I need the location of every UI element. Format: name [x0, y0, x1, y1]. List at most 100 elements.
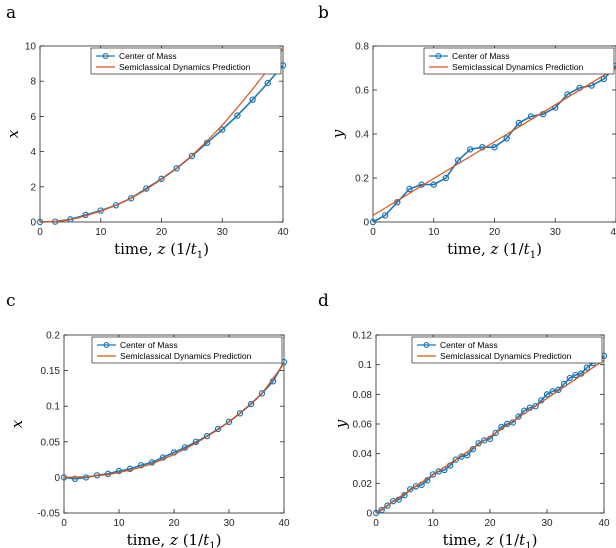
x-tick-label-c: 30: [223, 518, 235, 529]
data-point-c: [247, 400, 255, 408]
data-point-d: [384, 502, 391, 509]
x-tick-label-c: 40: [278, 518, 290, 529]
legend-marker-c: [103, 342, 110, 348]
y-axis-label-d: y: [332, 419, 350, 429]
data-point-d: [475, 440, 482, 447]
x-tick-label-c: 20: [168, 518, 180, 529]
x-tick-label-b: 30: [550, 227, 562, 238]
series-line-c-1: [63, 363, 285, 478]
data-point-a: [173, 165, 180, 172]
data-point-c: [236, 410, 244, 417]
y-tick-label-c: 0: [54, 473, 60, 484]
x-tick-label-a: 10: [95, 227, 107, 238]
y-tick-label-c: 0.2: [46, 331, 60, 342]
panel-letter-c: c: [6, 291, 16, 311]
data-point-d: [481, 437, 488, 444]
data-point-b: [442, 174, 450, 182]
x-tick-label-a: 20: [156, 227, 168, 238]
data-point-d: [407, 486, 414, 493]
data-point-b: [406, 185, 413, 193]
data-point-b: [491, 143, 498, 151]
data-point-c: [203, 432, 211, 440]
data-point-a: [158, 175, 165, 183]
data-point-d: [452, 456, 459, 463]
legend-box-d: [411, 336, 603, 364]
data-point-d: [429, 471, 437, 478]
data-point-d: [515, 413, 522, 420]
y-tick-label-d: 0.06: [353, 420, 373, 431]
y-tick-label-a: 0: [30, 218, 36, 229]
x-tick-label-d: 20: [484, 518, 496, 529]
x-tick-label-a: 40: [277, 227, 289, 238]
x-tick-label-d: 30: [541, 518, 553, 529]
y-tick-label-c: 0.15: [41, 366, 61, 377]
data-point-b: [454, 157, 462, 164]
y-tick-label-b: 0.4: [355, 130, 369, 141]
x-tick-label-c: 0: [61, 518, 67, 529]
data-point-d: [435, 468, 442, 475]
legend-box-a: [90, 47, 282, 75]
data-point-a: [219, 126, 226, 133]
y-axis-label-a: x: [4, 129, 22, 138]
legend-label-d-1: Semiclassical Dynamics Prediction: [440, 351, 572, 361]
x-axis-label-c: time, z (1/t1): [127, 531, 222, 548]
series-line-a-1: [39, 48, 284, 223]
data-point-a: [188, 152, 196, 160]
legend-marker-a: [102, 53, 109, 59]
data-point-c: [115, 467, 123, 475]
data-point-d: [543, 391, 551, 398]
data-point-c: [225, 418, 233, 426]
data-point-d: [492, 429, 499, 437]
legend-label-c-0: Center of Mass: [120, 340, 178, 350]
series-line-b-1: [372, 67, 616, 216]
data-point-d: [572, 371, 579, 379]
x-axis-label-b: time, z (1/t1): [447, 240, 542, 261]
data-point-b: [515, 119, 523, 127]
y-tick-label-d: 0: [366, 509, 372, 520]
data-point-d: [555, 386, 562, 394]
y-tick-label-a: 8: [30, 77, 36, 88]
data-point-b: [369, 218, 377, 226]
data-point-d: [566, 374, 574, 382]
y-tick-label-b: 0.8: [355, 42, 369, 53]
data-point-d: [583, 364, 591, 371]
y-axis-label-b: y: [329, 129, 347, 139]
y-tick-label-b: 0.6: [355, 86, 369, 97]
x-tick-label-a: 0: [37, 227, 43, 238]
legend-marker-b: [435, 53, 442, 59]
y-tick-label-a: 6: [30, 112, 36, 123]
data-point-b: [381, 212, 389, 219]
series-line-c-0: [63, 361, 285, 480]
x-tick-label-c: 10: [113, 518, 125, 529]
data-point-c: [214, 425, 222, 433]
legend-label-a-1: Semiclassical Dynamics Prediction: [119, 62, 251, 72]
x-axis-label-a: time, z (1/t1): [114, 240, 209, 261]
legend-box-c: [91, 336, 283, 364]
data-point-d: [378, 506, 385, 514]
y-tick-label-d: 0.02: [353, 479, 373, 490]
y-tick-label-b: 0: [363, 218, 369, 229]
legend-label-c-1: Semiclassical Dynamics Prediction: [120, 351, 252, 361]
legend-label-b-1: Semiclassical Dynamics Prediction: [452, 62, 584, 72]
series-line-a-0: [39, 64, 284, 223]
data-point-a: [234, 112, 241, 119]
y-tick-label-d: 0.08: [353, 390, 373, 401]
x-tick-label-d: 40: [598, 518, 610, 529]
x-tick-label-b: 40: [610, 227, 616, 238]
y-tick-label-b: 0.2: [355, 174, 369, 185]
data-point-a: [264, 79, 272, 87]
data-point-b: [600, 75, 608, 83]
panel-letter-b: b: [318, 3, 329, 23]
data-point-a: [112, 202, 120, 209]
data-point-a: [249, 96, 256, 103]
x-tick-label-b: 0: [370, 227, 376, 238]
series-line-b-0: [372, 65, 616, 223]
data-point-b: [467, 146, 474, 153]
y-axis-label-c: x: [8, 419, 26, 428]
x-tick-label-d: 0: [373, 518, 379, 529]
y-tick-label-d: 0.1: [358, 360, 372, 371]
x-axis-label-d: time, z (1/t1): [443, 531, 538, 548]
y-tick-label-c: 0.05: [41, 437, 61, 448]
y-tick-label-a: 2: [30, 182, 36, 193]
data-point-d: [389, 497, 397, 505]
